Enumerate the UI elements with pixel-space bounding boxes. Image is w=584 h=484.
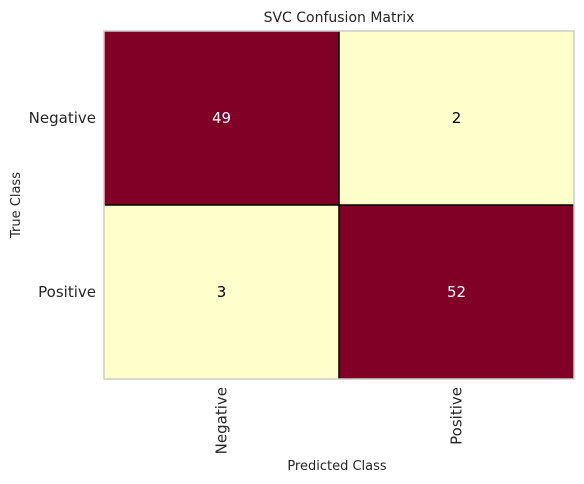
y-tick-label-positive: Positive [38, 283, 96, 301]
heatmap-cell-negative-negative [104, 31, 339, 205]
heatmap-cell-positive-negative [104, 205, 339, 379]
y-axis-label: True Class [9, 172, 24, 239]
x-tick-label-positive: Positive [448, 387, 466, 445]
cell-value-label: 49 [212, 109, 231, 127]
x-tick-label-negative: Negative [213, 387, 231, 454]
plot-frame [103, 30, 575, 380]
cell-value-label: 52 [447, 283, 466, 301]
heatmap-cell-positive-positive [339, 205, 574, 379]
cell-boundary-lines [104, 31, 574, 379]
chart-title: SVC Confusion Matrix [264, 10, 415, 26]
cell-value-label: 3 [217, 283, 227, 301]
y-tick-labels: Negative Positive [29, 109, 96, 301]
y-tick-label-negative: Negative [29, 109, 96, 127]
heatmap-cells [104, 31, 574, 379]
heatmap-cell-labels: 49 2 3 52 [212, 109, 466, 301]
heatmap-cell-negative-positive [339, 31, 574, 205]
x-axis-label: Predicted Class [287, 459, 387, 474]
x-tick-labels: Negative Positive [213, 387, 466, 454]
cell-value-label: 2 [452, 109, 462, 127]
